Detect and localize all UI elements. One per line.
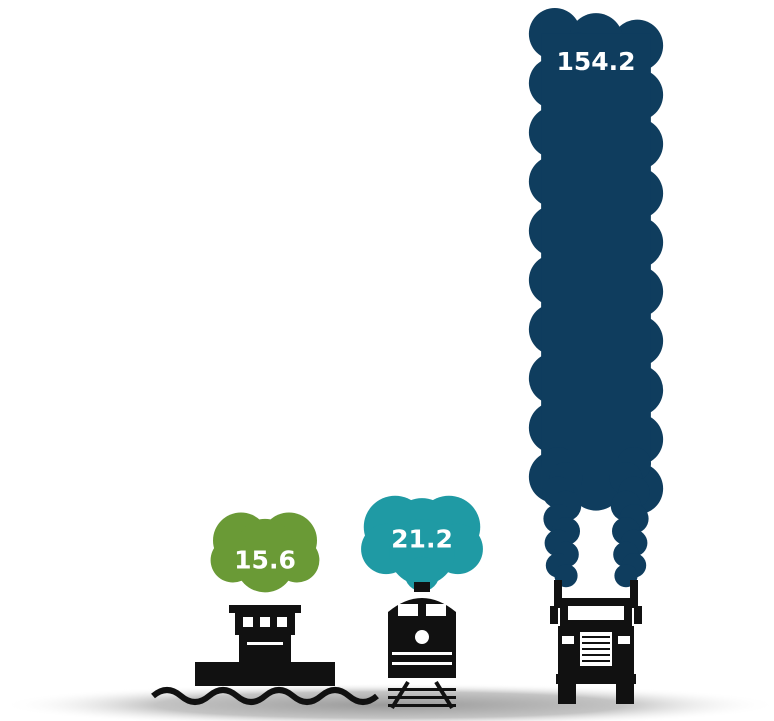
ground-shadow: [0, 683, 774, 721]
truck-icon: [550, 580, 642, 704]
smoke-bar-3: [528, 8, 664, 588]
data-label-1: 15.6: [234, 545, 296, 574]
locomotive-icon: [388, 582, 456, 710]
smoke-bar-1: [210, 512, 320, 593]
data-label-3: 154.2: [556, 47, 635, 76]
data-label-2: 21.2: [391, 525, 453, 554]
barge-icon: [151, 605, 379, 705]
smoke-bar-2: [361, 495, 483, 592]
